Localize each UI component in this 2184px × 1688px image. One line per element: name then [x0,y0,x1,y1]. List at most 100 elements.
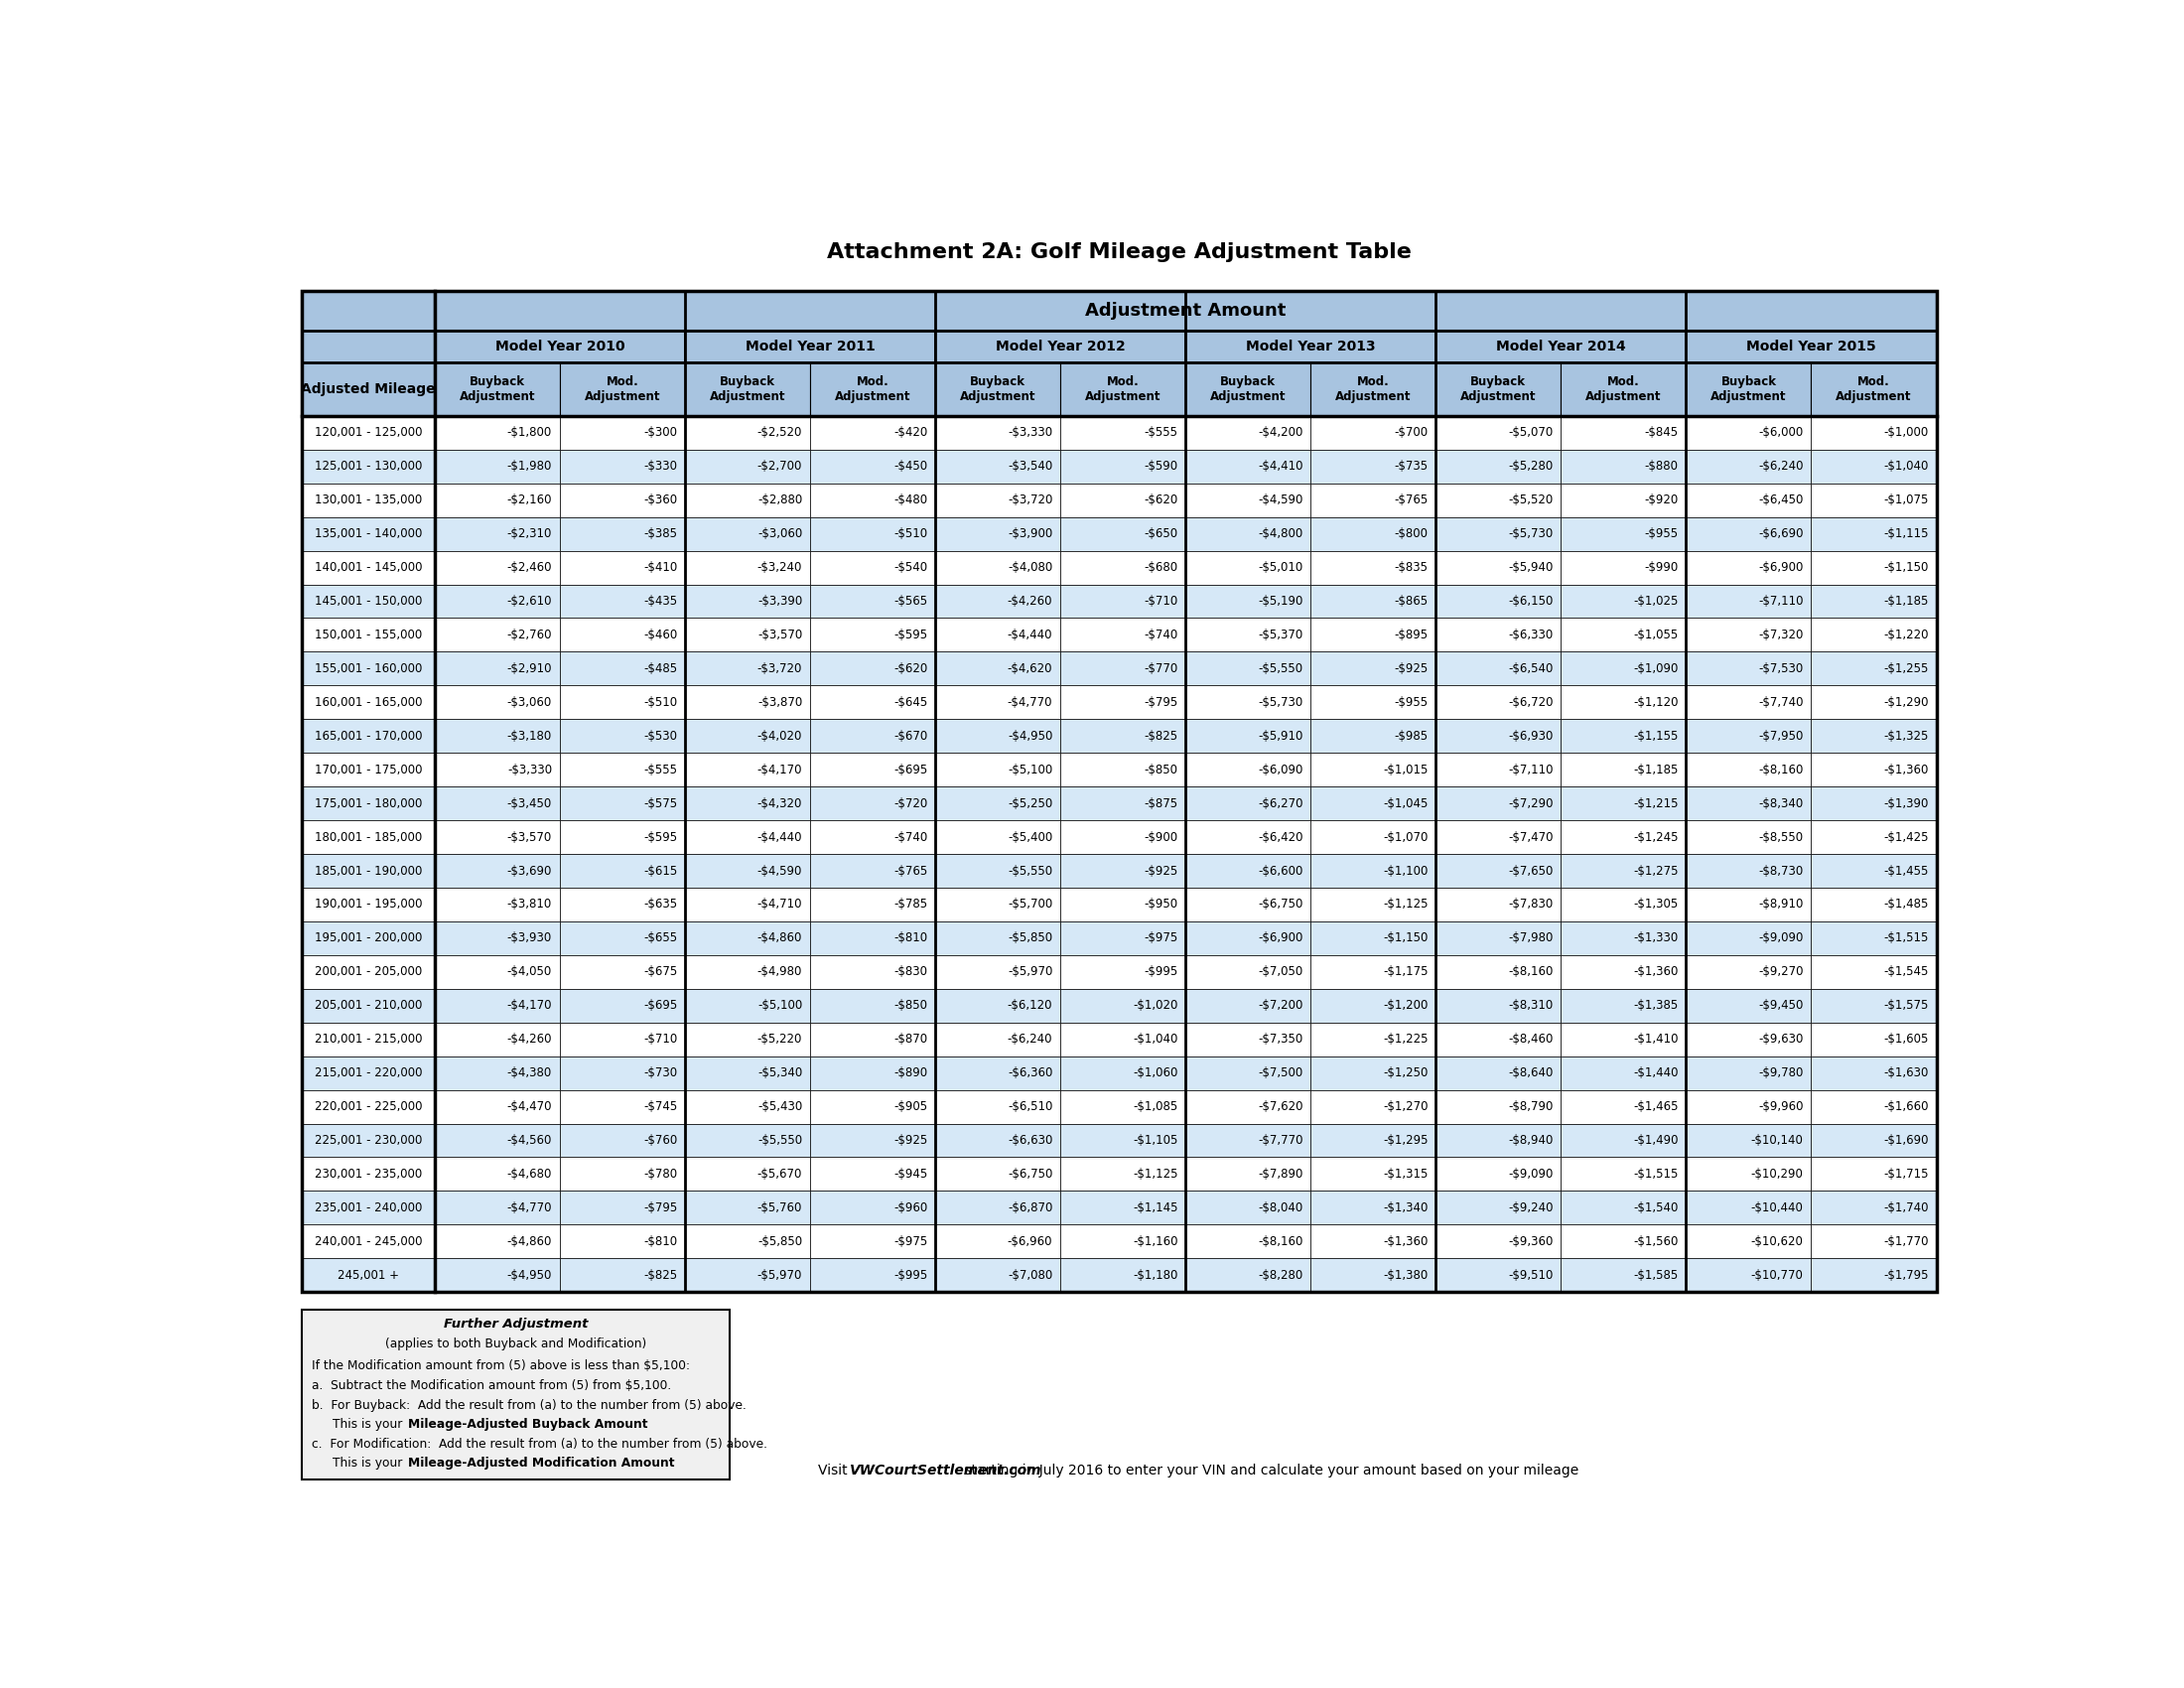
Text: -$6,240: -$6,240 [1007,1033,1053,1047]
Bar [935,1225,1059,1258]
Bar [810,1023,935,1057]
Text: -$575: -$575 [644,797,677,810]
Text: -$10,140: -$10,140 [1752,1134,1804,1146]
Text: -$745: -$745 [642,1101,677,1112]
Text: -$5,970: -$5,970 [1007,966,1053,979]
Bar [810,1090,935,1124]
Text: -$7,050: -$7,050 [1258,966,1304,979]
Text: -$6,630: -$6,630 [1007,1134,1053,1146]
Bar [435,652,559,685]
Text: -$7,950: -$7,950 [1758,729,1804,743]
Bar [1059,719,1186,753]
Bar [1562,989,1686,1023]
Text: VWCourtSettlement.com: VWCourtSettlement.com [850,1463,1042,1477]
Text: -$2,160: -$2,160 [507,493,553,506]
Text: 230,001 - 235,000: 230,001 - 235,000 [314,1168,422,1180]
Text: -$420: -$420 [893,427,928,439]
Text: -$5,100: -$5,100 [758,999,802,1013]
Text: -$695: -$695 [642,999,677,1013]
Text: -$975: -$975 [1144,932,1177,945]
Bar [1059,787,1186,820]
Text: a.  Subtract the Modification amount from (5) from $5,100.: a. Subtract the Modification amount from… [312,1379,670,1393]
Bar [1186,685,1310,719]
Text: -$1,740: -$1,740 [1883,1202,1928,1214]
Text: 150,001 - 155,000: 150,001 - 155,000 [314,628,422,641]
Text: 245,001 +: 245,001 + [339,1269,400,1281]
Bar [301,1057,435,1090]
Text: -$3,570: -$3,570 [758,628,802,641]
Text: This is your: This is your [332,1457,406,1470]
Bar [1562,415,1686,449]
Bar [686,331,935,363]
Text: -$1,125: -$1,125 [1382,898,1428,912]
Text: -$710: -$710 [1144,594,1177,608]
Text: -$675: -$675 [642,966,677,979]
Text: -$410: -$410 [642,560,677,574]
Text: -$1,380: -$1,380 [1382,1269,1428,1281]
Text: -$1,605: -$1,605 [1883,1033,1928,1047]
Bar [1562,820,1686,854]
Text: -$1,215: -$1,215 [1634,797,1677,810]
Bar [935,363,1059,415]
Bar [435,787,559,820]
Bar [1686,550,1811,584]
Bar [1435,1225,1562,1258]
Bar [1059,685,1186,719]
Bar [435,517,559,550]
Bar [1435,1090,1562,1124]
Text: -$925: -$925 [1393,662,1428,675]
Text: -$955: -$955 [1393,695,1428,709]
Bar [301,618,435,652]
Text: -$7,530: -$7,530 [1758,662,1804,675]
Bar [686,449,810,483]
Text: -$3,810: -$3,810 [507,898,553,912]
Text: -$1,020: -$1,020 [1133,999,1177,1013]
Text: Buyback
Adjustment: Buyback Adjustment [1210,375,1286,403]
Text: -$1,385: -$1,385 [1634,999,1677,1013]
Bar [559,652,686,685]
Bar [1059,1023,1186,1057]
Bar [1310,517,1435,550]
Text: -$1,515: -$1,515 [1883,932,1928,945]
Bar [559,1124,686,1158]
Bar [301,989,435,1023]
Text: -$2,520: -$2,520 [758,427,802,439]
Text: -$615: -$615 [642,864,677,878]
Text: -$540: -$540 [893,560,928,574]
Text: -$5,850: -$5,850 [758,1236,802,1247]
Text: -$670: -$670 [893,729,928,743]
Text: -$9,360: -$9,360 [1509,1236,1553,1247]
Text: -$7,110: -$7,110 [1509,763,1553,776]
Text: -$1,360: -$1,360 [1382,1236,1428,1247]
Bar [935,331,1186,363]
Bar [1811,1192,1937,1225]
Text: -$1,515: -$1,515 [1634,1168,1677,1180]
Bar [559,955,686,989]
Bar [935,955,1059,989]
Bar [935,415,1059,449]
Text: -$785: -$785 [893,898,928,912]
Text: -$6,330: -$6,330 [1509,628,1553,641]
Bar [1811,517,1937,550]
Bar [1186,820,1310,854]
Bar [301,1310,729,1479]
Bar [1310,363,1435,415]
Text: -$385: -$385 [644,527,677,540]
Text: -$555: -$555 [644,763,677,776]
Bar [1811,363,1937,415]
Text: -$1,485: -$1,485 [1883,898,1928,912]
Bar [1562,1258,1686,1291]
Text: -$4,710: -$4,710 [758,898,802,912]
Text: -$1,185: -$1,185 [1634,763,1677,776]
Bar [1186,1158,1310,1192]
Bar [1186,363,1310,415]
Bar [1811,1023,1937,1057]
Bar [559,922,686,955]
Text: -$5,850: -$5,850 [1007,932,1053,945]
Bar [686,363,810,415]
Bar [301,719,435,753]
Text: -$1,155: -$1,155 [1634,729,1677,743]
Text: 190,001 - 195,000: 190,001 - 195,000 [314,898,422,912]
Bar [810,363,935,415]
Text: -$760: -$760 [642,1134,677,1146]
